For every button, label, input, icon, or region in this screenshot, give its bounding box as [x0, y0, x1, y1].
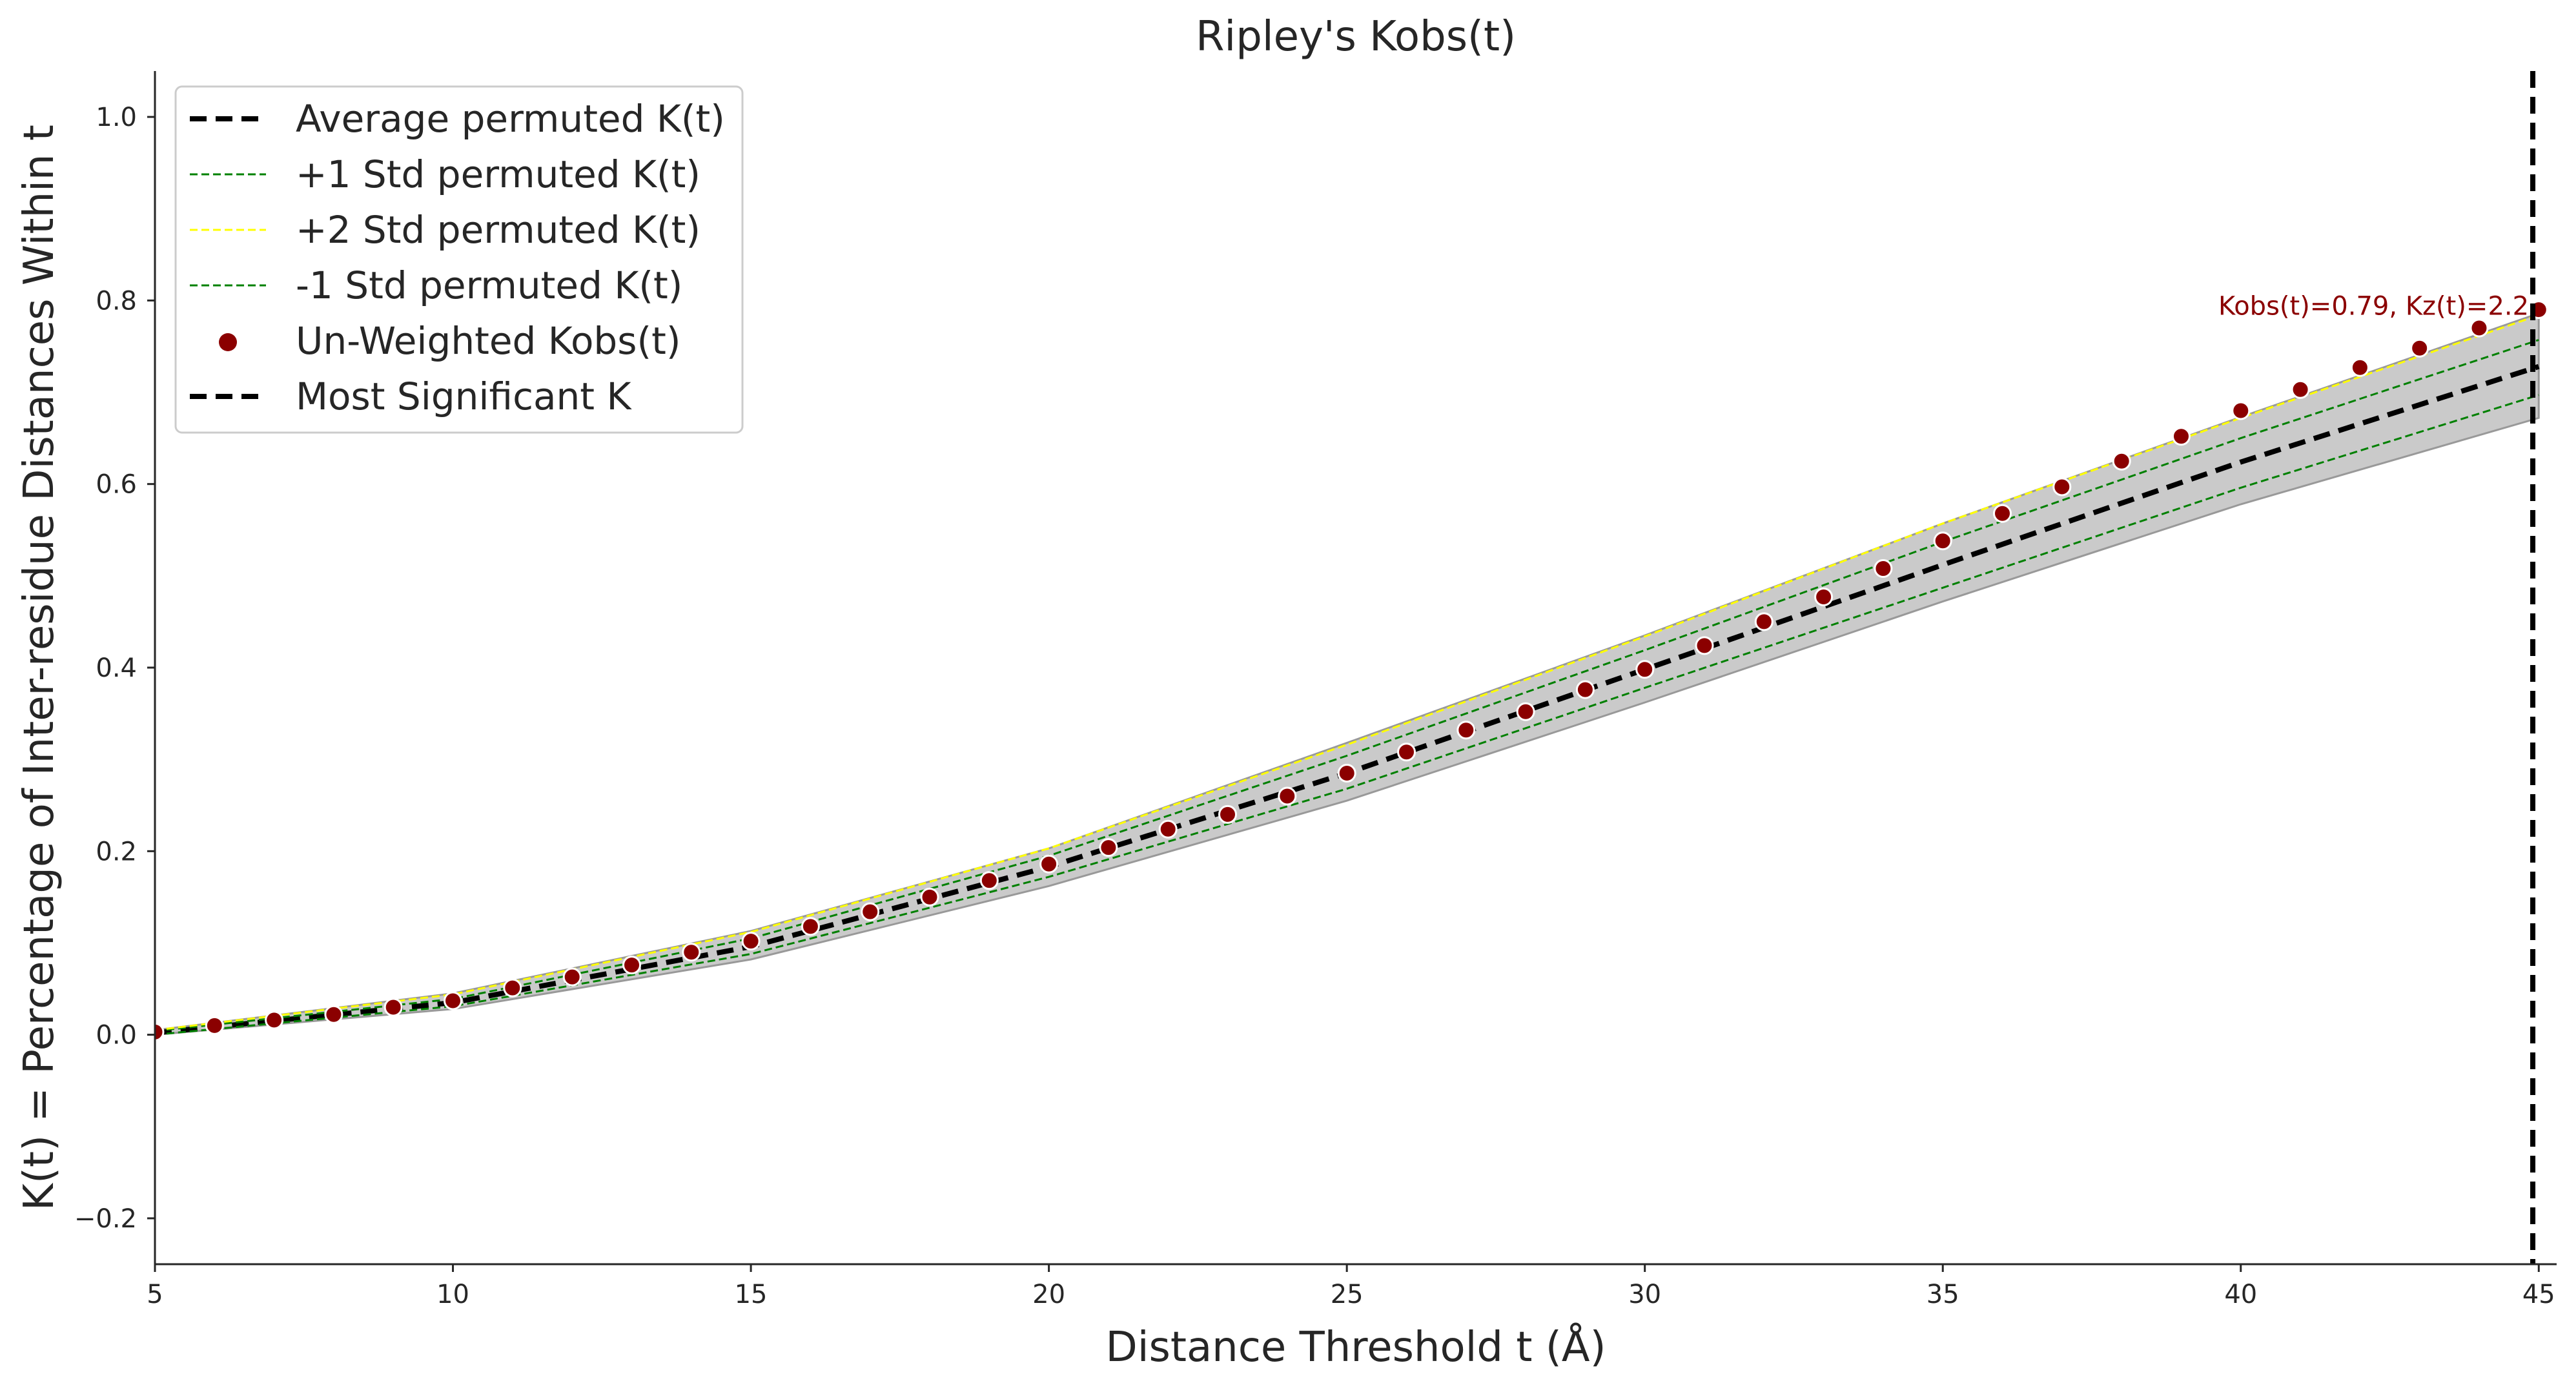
kobs-point: [2112, 451, 2131, 471]
kobs-point: [1039, 854, 1059, 874]
legend: Average permuted K(t) +1 Std permuted K(…: [174, 85, 744, 434]
kobs-point: [1874, 559, 1893, 578]
kobs-point: [622, 956, 641, 975]
kobs-point: [682, 943, 701, 962]
kobs-point: [1278, 786, 1297, 806]
x-tick-label: 10: [436, 1280, 469, 1309]
x-tick-label: 30: [1628, 1280, 1661, 1309]
series-line-minus1std: [155, 394, 2539, 1036]
x-tick-label: 45: [2522, 1280, 2555, 1309]
kobs-point: [1218, 804, 1237, 824]
kobs-point: [861, 902, 880, 921]
kobs-point: [920, 887, 939, 907]
kobs-point: [155, 1022, 165, 1041]
kobs-point: [1754, 612, 1774, 631]
legend-label-plus1std: +1 Std permuted K(t): [296, 152, 700, 196]
y-tick-label: −0.2: [74, 1204, 137, 1234]
kobs-point: [205, 1016, 224, 1035]
kobs-point: [324, 1005, 343, 1024]
kobs-point: [1993, 504, 2012, 523]
x-tick-label: 15: [735, 1280, 768, 1309]
kobs-point: [741, 932, 761, 951]
y-ticks: −0.2 0.0 0.2 0.4 0.6 0.8 1.0: [74, 103, 155, 1234]
kobs-point: [265, 1010, 284, 1030]
y-tick-label: 1.0: [96, 103, 137, 132]
kobs-point: [979, 871, 999, 890]
x-ticks: 5 10 15 20 25 30 35 40 45: [147, 1264, 2555, 1309]
kobs-point: [2052, 477, 2072, 497]
kobs-point: [1635, 660, 1655, 679]
kobs-point: [1575, 680, 1595, 699]
legend-box: [174, 85, 744, 434]
y-tick-label: 0.0: [96, 1021, 137, 1050]
kobs-point: [503, 978, 522, 998]
x-tick-label: 35: [1927, 1280, 1959, 1309]
legend-label-plus2std: +2 Std permuted K(t): [296, 208, 700, 252]
kobs-point: [2350, 358, 2369, 377]
y-tick-label: 0.2: [96, 837, 137, 866]
most-significant-annotation: Kobs(t)=0.79, Kz(t)=2.2: [2218, 292, 2529, 322]
x-tick-label: 25: [1331, 1280, 1364, 1309]
series-line-plus2std: [155, 314, 2539, 1031]
kobs-point: [1397, 743, 1416, 762]
y-tick-label: 0.8: [96, 286, 137, 316]
legend-label-minus1std: -1 Std permuted K(t): [296, 263, 682, 307]
legend-label-average: Average permuted K(t): [296, 97, 725, 141]
kobs-point: [1814, 588, 1834, 606]
scatter-points: [155, 300, 2548, 1041]
y-tick-label: 0.6: [96, 470, 137, 500]
x-tick-label: 5: [147, 1280, 163, 1309]
legend-label-kobs: Un-Weighted Kobs(t): [296, 319, 680, 363]
x-tick-label: 40: [2224, 1280, 2257, 1309]
kobs-point: [562, 967, 582, 987]
kobs-point: [1099, 838, 1118, 857]
y-tick-label: 0.4: [96, 653, 137, 683]
kobs-point: [801, 917, 820, 936]
kobs-point: [444, 991, 462, 1010]
chart-title: Ripley's Kobs(t): [1196, 13, 1516, 61]
kobs-point: [383, 998, 403, 1017]
x-axis-label: Distance Threshold t (Å): [1105, 1322, 1606, 1371]
kobs-point: [1457, 721, 1476, 740]
y-axis-label: K(t) = Percentage of Inter-residue Dista…: [15, 125, 63, 1211]
plot-area: [155, 71, 2548, 1264]
series-line-plus1std: [155, 339, 2539, 1032]
kobs-point: [1933, 531, 1952, 551]
kobs-point: [2172, 427, 2191, 446]
kobs-point: [2410, 338, 2429, 358]
kobs-point: [2231, 401, 2251, 420]
kobs-point: [1158, 819, 1178, 839]
legend-label-most-significant: Most Significant K: [296, 374, 632, 418]
kobs-point: [1516, 702, 1535, 721]
x-tick-label: 20: [1032, 1280, 1065, 1309]
kobs-point: [2469, 318, 2489, 338]
kobs-point: [1695, 636, 1714, 655]
kobs-point: [1337, 764, 1356, 783]
kobs-point: [2291, 380, 2310, 399]
legend-swatch-kobs: [219, 333, 237, 351]
